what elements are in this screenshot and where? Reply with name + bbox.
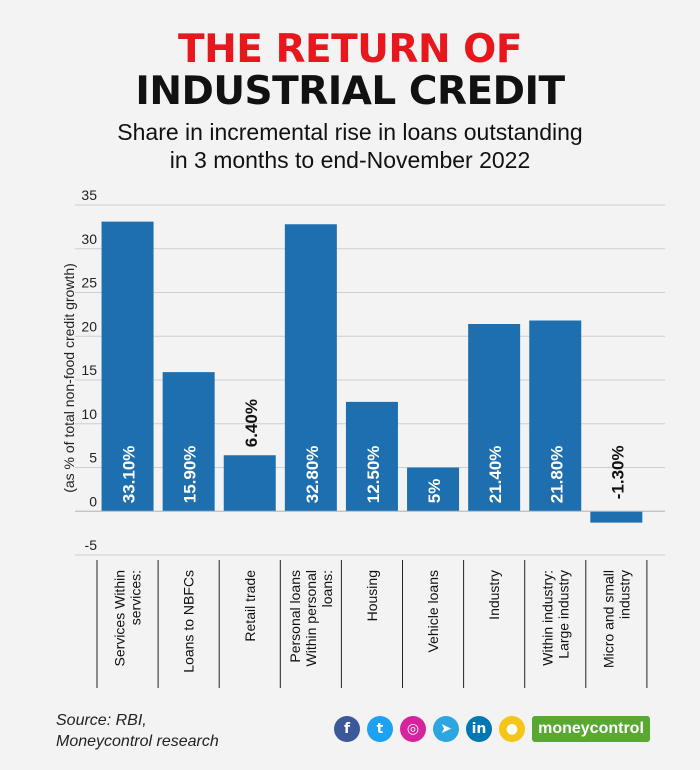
telegram-icon[interactable]: ➤	[433, 716, 459, 742]
data-label: 33.10%	[120, 446, 139, 504]
category-label: Within personal	[303, 570, 319, 667]
category-label: Housing	[364, 570, 380, 621]
data-label: 21.40%	[486, 446, 505, 504]
bar	[590, 511, 643, 523]
y-tick-label: 25	[81, 275, 97, 291]
category-label: Micro and small	[600, 570, 616, 668]
source-line-2: Moneycontrol research	[56, 733, 219, 750]
data-label: 15.90%	[181, 446, 200, 504]
category-label: Industry	[486, 570, 502, 620]
category-label: loans:	[319, 570, 335, 607]
category-label: Personal loans	[287, 570, 303, 663]
source-line-1: Source: RBI,	[56, 712, 147, 729]
y-tick-label: 0	[89, 493, 97, 509]
subtitle: Share in incremental rise in loans outst…	[0, 118, 700, 174]
social-icons: f t ◎ ➤ in ●	[334, 716, 525, 742]
category-label: Retail trade	[242, 570, 258, 642]
category-label: Services Within	[112, 570, 128, 666]
bar	[529, 320, 582, 512]
bar	[101, 221, 154, 512]
instagram-icon[interactable]: ◎	[400, 716, 426, 742]
bar	[407, 467, 460, 512]
bar-chart: -5 0 5 10 15 20 25 30 35 (as % of total non-food …	[61, 187, 665, 688]
bar	[284, 224, 337, 512]
title-line-1: THE RETURN OF	[178, 27, 522, 72]
subtitle-line-2: in 3 months to end-November 2022	[169, 147, 531, 173]
data-label: 21.80%	[547, 446, 566, 504]
y-tick-label: 15	[81, 362, 97, 378]
y-tick-label: 20	[81, 318, 97, 334]
linkedin-icon[interactable]: in	[466, 716, 492, 742]
data-label: 12.50%	[364, 446, 383, 504]
y-tick-label: 10	[81, 406, 97, 422]
category-label: industry	[616, 570, 632, 619]
title-line-2: INDUSTRIAL CREDIT	[135, 69, 565, 114]
category-label: Large industry	[555, 570, 571, 659]
data-label: 6.40%	[242, 399, 261, 447]
category-label: services:	[128, 570, 144, 625]
bar	[468, 324, 521, 512]
data-label: -1.30%	[608, 445, 627, 499]
facebook-icon[interactable]: f	[334, 716, 360, 742]
data-label: 5%	[425, 479, 444, 504]
koo-icon[interactable]: ●	[499, 716, 525, 742]
y-tick-label: 30	[81, 231, 97, 247]
data-label: 32.80%	[303, 446, 322, 504]
y-axis-label: (as % of total non-food credit growth)	[61, 263, 77, 493]
y-tick-label: 5	[89, 450, 97, 466]
y-tick-label: 35	[81, 187, 97, 203]
bar	[345, 401, 398, 512]
category-label: Vehicle loans	[425, 570, 441, 653]
y-tick-label: -5	[85, 537, 98, 553]
moneycontrol-logo: moneycontrol	[532, 716, 650, 742]
bar	[162, 372, 215, 512]
bar	[223, 455, 276, 512]
source-note: Source: RBI, Moneycontrol research	[56, 710, 219, 752]
twitter-icon[interactable]: t	[367, 716, 393, 742]
subtitle-line-1: Share in incremental rise in loans outst…	[117, 119, 583, 145]
category-label: Loans to NBFCs	[181, 570, 197, 673]
category-label: Within industry:	[539, 570, 555, 666]
